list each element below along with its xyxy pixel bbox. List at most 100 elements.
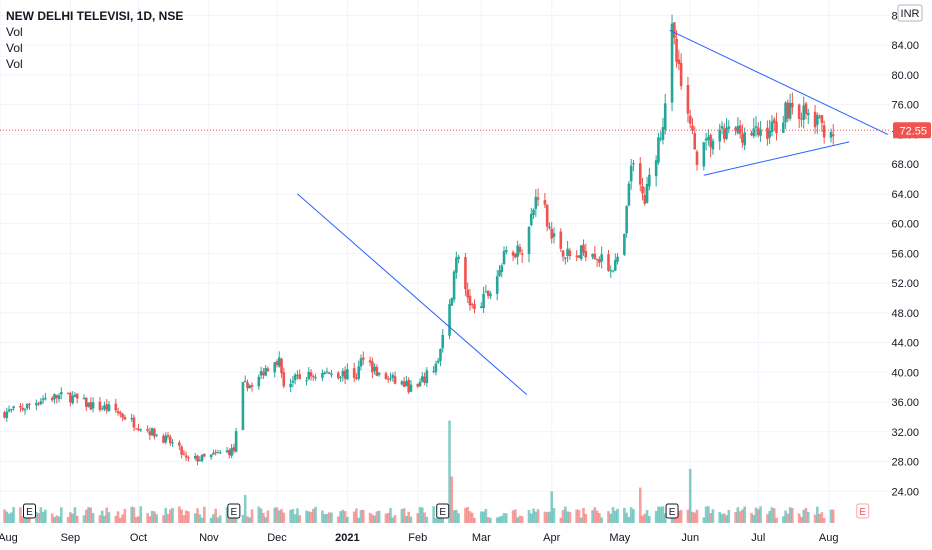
price-tick-label: 76.00 xyxy=(891,100,919,112)
volume-bar xyxy=(282,512,286,523)
volume-bar xyxy=(343,511,347,523)
earnings-marker-box[interactable] xyxy=(856,503,870,519)
volume-bar xyxy=(203,506,206,523)
candle-body xyxy=(813,111,817,128)
volume-bar xyxy=(754,507,758,523)
volume-bar xyxy=(804,507,808,523)
symbol-title[interactable]: NEW DELHI TELEVISI, 1D, NSE xyxy=(6,9,184,23)
volume-bar xyxy=(91,513,95,523)
candle-body xyxy=(607,254,610,271)
trendline[interactable] xyxy=(669,29,888,135)
time-tick-label: Aug xyxy=(819,532,839,544)
earnings-marker-box[interactable] xyxy=(436,503,450,519)
candle-body xyxy=(532,209,535,216)
candle-body xyxy=(153,429,156,437)
volume-bar xyxy=(593,507,597,523)
volume-bar xyxy=(679,509,683,523)
volume-bar xyxy=(19,507,22,523)
volume-legend-1[interactable]: Vol xyxy=(6,25,23,39)
volume-bar xyxy=(386,512,390,523)
candle-body xyxy=(675,38,678,62)
candle-body xyxy=(232,447,236,452)
candle-body xyxy=(407,379,410,393)
volume-bar xyxy=(198,514,202,523)
volume-bar xyxy=(277,510,281,523)
candle-body xyxy=(759,129,762,136)
time-tick-label: Jul xyxy=(751,532,765,544)
volume-bar xyxy=(663,513,667,523)
volume-bar xyxy=(3,509,6,523)
candle-body xyxy=(291,380,295,383)
volume-bar xyxy=(711,509,715,523)
volume-bar xyxy=(820,512,824,523)
earnings-marker-box[interactable] xyxy=(227,503,241,519)
candle-body xyxy=(386,378,390,380)
volume-bar xyxy=(153,511,156,523)
volume-bar xyxy=(409,516,413,523)
volume-legend-2[interactable]: Vol xyxy=(6,41,23,55)
candle-body xyxy=(130,418,133,420)
candle-body xyxy=(23,409,27,411)
volume-bar xyxy=(536,509,540,523)
candle-body xyxy=(53,394,56,400)
chart-grid xyxy=(0,0,830,528)
earnings-marker-label: E xyxy=(439,507,446,518)
trendline[interactable] xyxy=(703,141,850,176)
volume-bar xyxy=(359,509,363,523)
volume-bar xyxy=(218,515,222,523)
candle-body xyxy=(593,253,597,260)
candle-body xyxy=(82,397,86,399)
volume-bar xyxy=(139,506,143,523)
time-tick-label: May xyxy=(609,532,630,544)
candle-body xyxy=(250,385,254,387)
volume-bar xyxy=(200,517,204,523)
volume-bar xyxy=(130,506,133,523)
currency-badge[interactable]: INR xyxy=(897,4,923,22)
candle-body xyxy=(321,372,324,378)
candle-body xyxy=(60,392,63,395)
candle-body xyxy=(307,371,311,380)
volume-bar xyxy=(582,507,585,523)
candle-body xyxy=(19,405,22,408)
volume-bar xyxy=(35,511,38,523)
volume-bar xyxy=(146,513,149,523)
volume-bar xyxy=(561,509,565,523)
candle-body xyxy=(193,455,197,459)
candle-body xyxy=(720,126,724,129)
candle-body xyxy=(661,127,665,140)
candle-body xyxy=(241,382,245,430)
candle-body xyxy=(275,361,279,365)
candle-body xyxy=(536,197,540,200)
candle-body xyxy=(171,442,174,444)
volume-bar xyxy=(800,516,803,523)
time-tick-label: Mar xyxy=(472,532,491,544)
earnings-marker-box[interactable] xyxy=(665,503,679,519)
trendline[interactable] xyxy=(297,193,528,395)
candle-body xyxy=(552,233,556,238)
candle-body xyxy=(246,382,249,389)
candle-body xyxy=(55,395,59,399)
volume-legend-3[interactable]: Vol xyxy=(6,57,23,71)
candle-body xyxy=(21,407,25,410)
candle-body xyxy=(829,131,833,138)
candle-body xyxy=(632,163,635,165)
volume-bar xyxy=(216,517,220,523)
volume-bar xyxy=(321,510,324,523)
volume-bar xyxy=(564,506,567,523)
candle-body xyxy=(625,206,628,234)
earnings-marker-box[interactable] xyxy=(23,503,37,519)
candle-body xyxy=(545,204,549,227)
candle-body xyxy=(121,413,124,418)
candle-body xyxy=(486,290,490,296)
candle-body xyxy=(384,373,388,380)
volume-bar xyxy=(786,513,790,523)
candle-body xyxy=(786,102,790,119)
volume-bar xyxy=(241,514,245,523)
candle-body xyxy=(470,304,474,306)
volume-bar xyxy=(418,506,422,523)
candle-body xyxy=(355,377,358,380)
time-tick-label: Nov xyxy=(199,532,219,544)
volume-bar xyxy=(121,514,124,523)
volume-bar xyxy=(741,509,744,523)
